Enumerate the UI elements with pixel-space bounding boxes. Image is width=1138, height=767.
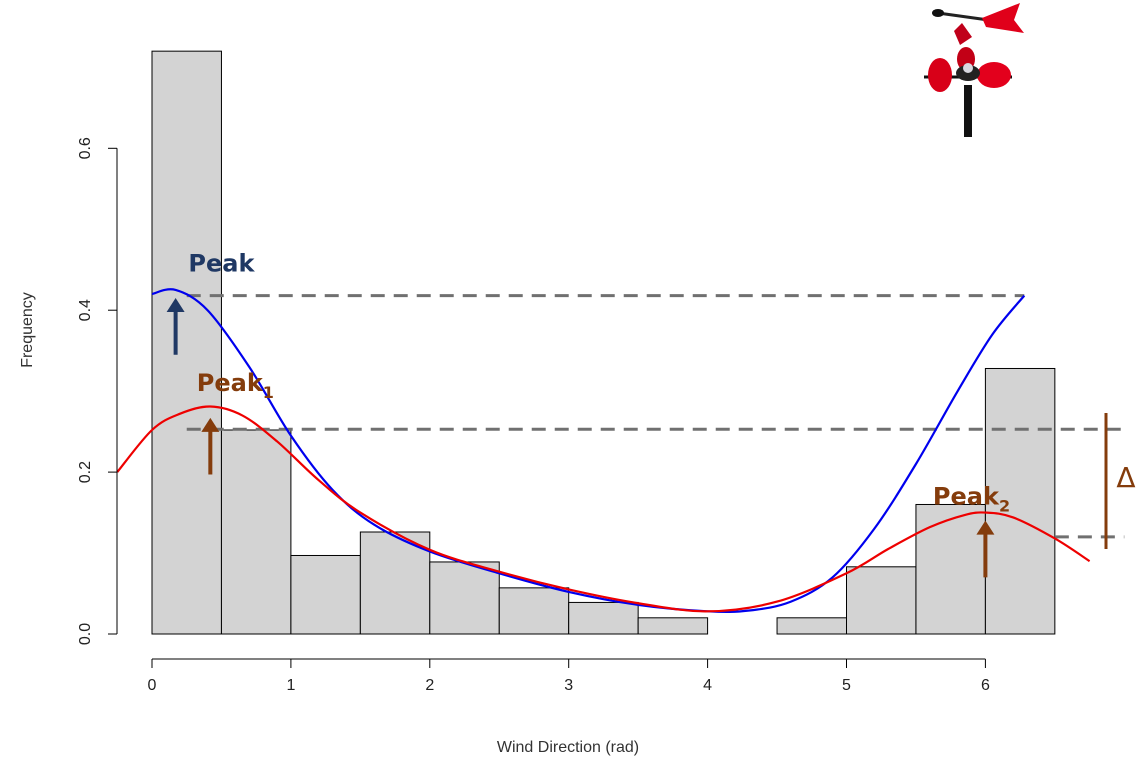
histogram-bar <box>359 531 431 635</box>
density-curve-1 <box>151 288 1026 614</box>
x-tick-label: 6 <box>981 677 990 694</box>
histogram-bar <box>915 503 986 635</box>
peak-arrow-head <box>201 417 220 432</box>
x-tick-label: 3 <box>564 677 573 694</box>
x-tick-label: 1 <box>286 677 295 694</box>
x-tick-label: 0 <box>148 677 157 694</box>
histogram-bar <box>151 50 222 635</box>
histogram-bar <box>429 561 500 635</box>
x-axis-title: Wind Direction (rad) <box>497 739 639 756</box>
x-tick-label: 2 <box>425 677 434 694</box>
y-axis: 0.0 0.2 0.4 0.6 <box>77 137 118 645</box>
peak-arrow-head <box>976 520 995 535</box>
peak-label: Peak <box>188 249 255 277</box>
delta-label: Δ <box>1116 461 1135 494</box>
y-tick-label: 0.4 <box>77 299 94 321</box>
histogram-bar <box>637 617 709 635</box>
x-axis: 0 1 2 3 4 5 6 <box>148 658 990 694</box>
delta-marker: Δ <box>1104 413 1136 550</box>
histogram-bars <box>151 50 1056 635</box>
density-curves <box>116 288 1091 614</box>
histogram-bar <box>498 587 570 635</box>
y-tick-label: 0.6 <box>77 137 94 159</box>
peak-annotations: Peak Peak1 Peak2 <box>166 249 1010 578</box>
histogram-bar <box>220 429 292 635</box>
x-tick-label: 4 <box>703 677 712 694</box>
y-axis-title: Frequency <box>19 292 36 368</box>
reference-lines <box>186 294 1125 539</box>
histogram-bar <box>846 566 917 635</box>
histogram-bar <box>568 601 639 635</box>
peak-arrow-head <box>166 298 185 313</box>
y-tick-label: 0.0 <box>77 623 94 645</box>
peak-label: Peak2 <box>933 482 1010 515</box>
peak-label: Peak1 <box>197 369 274 402</box>
x-tick-label: 5 <box>842 677 851 694</box>
anemometer-icon <box>924 3 1024 137</box>
density-curve-2 <box>116 405 1091 613</box>
histogram-bar <box>776 617 847 635</box>
histogram-bar <box>290 554 361 635</box>
histogram-bar <box>984 367 1056 635</box>
y-tick-label: 0.2 <box>77 461 94 483</box>
